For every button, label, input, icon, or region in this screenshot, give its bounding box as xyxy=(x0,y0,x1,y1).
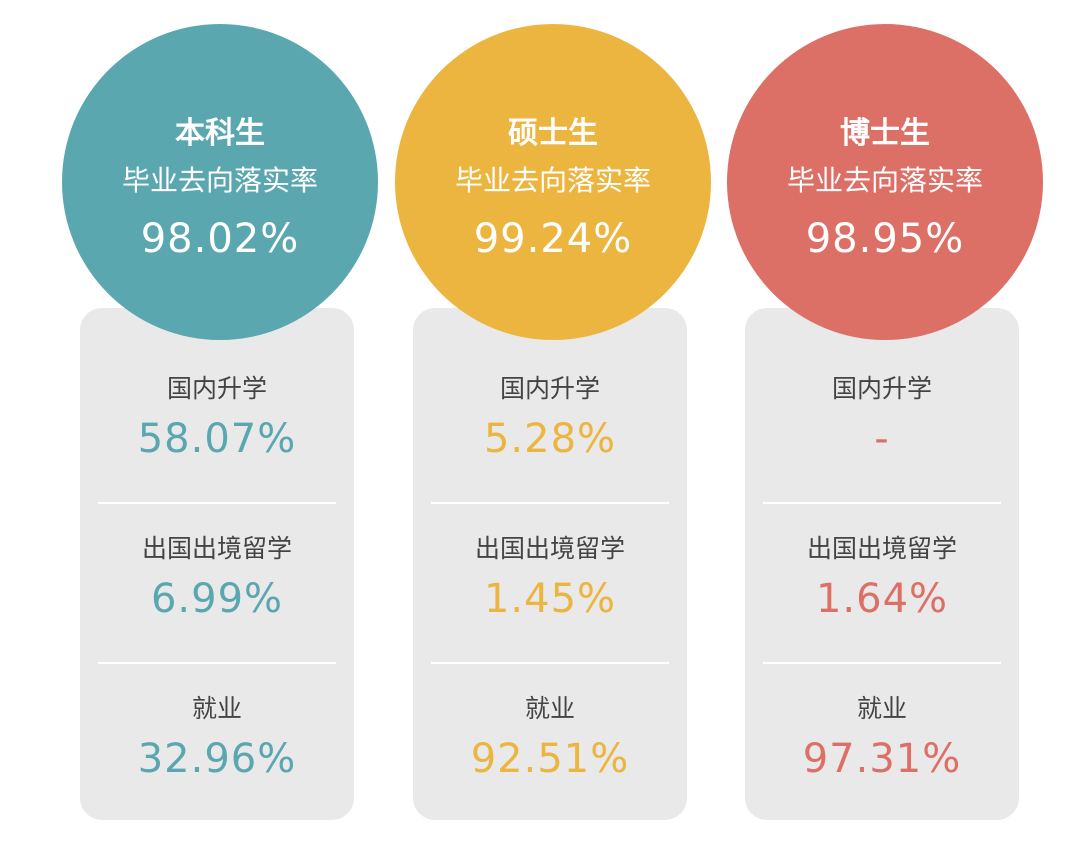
column-master: 国内升学 5.28% 出国出境留学 1.45% 就业 92.51% 硕士生 毕业… xyxy=(393,0,713,852)
divider xyxy=(763,662,1001,664)
metric-label: 出国出境留学 xyxy=(141,534,292,563)
degree-level-title: 硕士生 xyxy=(508,116,598,151)
placement-rate-value: 98.02% xyxy=(140,216,300,262)
placement-rate-label: 毕业去向落实率 xyxy=(121,164,318,197)
metric-study-abroad: 出国出境留学 6.99% xyxy=(80,534,354,622)
metric-label: 出国出境留学 xyxy=(806,534,957,563)
metric-value: 1.64% xyxy=(815,576,949,622)
metric-domestic-further-study: 国内升学 58.07% xyxy=(80,374,354,462)
metric-employment: 就业 97.31% xyxy=(745,694,1019,782)
placement-rate-label: 毕业去向落实率 xyxy=(454,164,651,197)
placement-rate-label: 毕业去向落实率 xyxy=(786,164,983,197)
metric-value: - xyxy=(874,416,890,462)
metric-study-abroad: 出国出境留学 1.64% xyxy=(745,534,1019,622)
metric-value: 32.96% xyxy=(137,736,297,782)
rate-circle-master: 硕士生 毕业去向落实率 99.24% xyxy=(395,24,711,340)
metric-label: 就业 xyxy=(856,694,907,723)
metric-label: 就业 xyxy=(524,694,575,723)
metric-value: 92.51% xyxy=(470,736,630,782)
divider xyxy=(763,502,1001,504)
metric-label: 就业 xyxy=(191,694,242,723)
column-undergraduate: 国内升学 58.07% 出国出境留学 6.99% 就业 32.96% 本科生 毕… xyxy=(60,0,380,852)
metric-employment: 就业 92.51% xyxy=(413,694,687,782)
metric-value: 97.31% xyxy=(802,736,962,782)
degree-level-title: 博士生 xyxy=(840,116,930,151)
placement-rate-value: 99.24% xyxy=(473,216,633,262)
divider xyxy=(431,662,669,664)
metric-label: 国内升学 xyxy=(831,374,932,403)
metric-value: 58.07% xyxy=(137,416,297,462)
metric-value: 6.99% xyxy=(150,576,284,622)
degree-level-title: 本科生 xyxy=(175,116,265,151)
metric-label: 国内升学 xyxy=(499,374,600,403)
stats-card-doctoral: 国内升学 - 出国出境留学 1.64% 就业 97.31% xyxy=(745,308,1019,820)
divider xyxy=(431,502,669,504)
metric-label: 国内升学 xyxy=(166,374,267,403)
placement-rate-value: 98.95% xyxy=(805,216,965,262)
metric-label: 出国出境留学 xyxy=(474,534,625,563)
metric-value: 5.28% xyxy=(483,416,617,462)
metric-employment: 就业 32.96% xyxy=(80,694,354,782)
metric-domestic-further-study: 国内升学 5.28% xyxy=(413,374,687,462)
stats-card-undergraduate: 国内升学 58.07% 出国出境留学 6.99% 就业 32.96% xyxy=(80,308,354,820)
column-doctoral: 国内升学 - 出国出境留学 1.64% 就业 97.31% 博士生 毕业去向落实… xyxy=(725,0,1045,852)
metric-domestic-further-study: 国内升学 - xyxy=(745,374,1019,462)
metric-study-abroad: 出国出境留学 1.45% xyxy=(413,534,687,622)
rate-circle-doctoral: 博士生 毕业去向落实率 98.95% xyxy=(727,24,1043,340)
divider xyxy=(98,502,336,504)
stats-card-master: 国内升学 5.28% 出国出境留学 1.45% 就业 92.51% xyxy=(413,308,687,820)
rate-circle-undergraduate: 本科生 毕业去向落实率 98.02% xyxy=(62,24,378,340)
divider xyxy=(98,662,336,664)
metric-value: 1.45% xyxy=(483,576,617,622)
